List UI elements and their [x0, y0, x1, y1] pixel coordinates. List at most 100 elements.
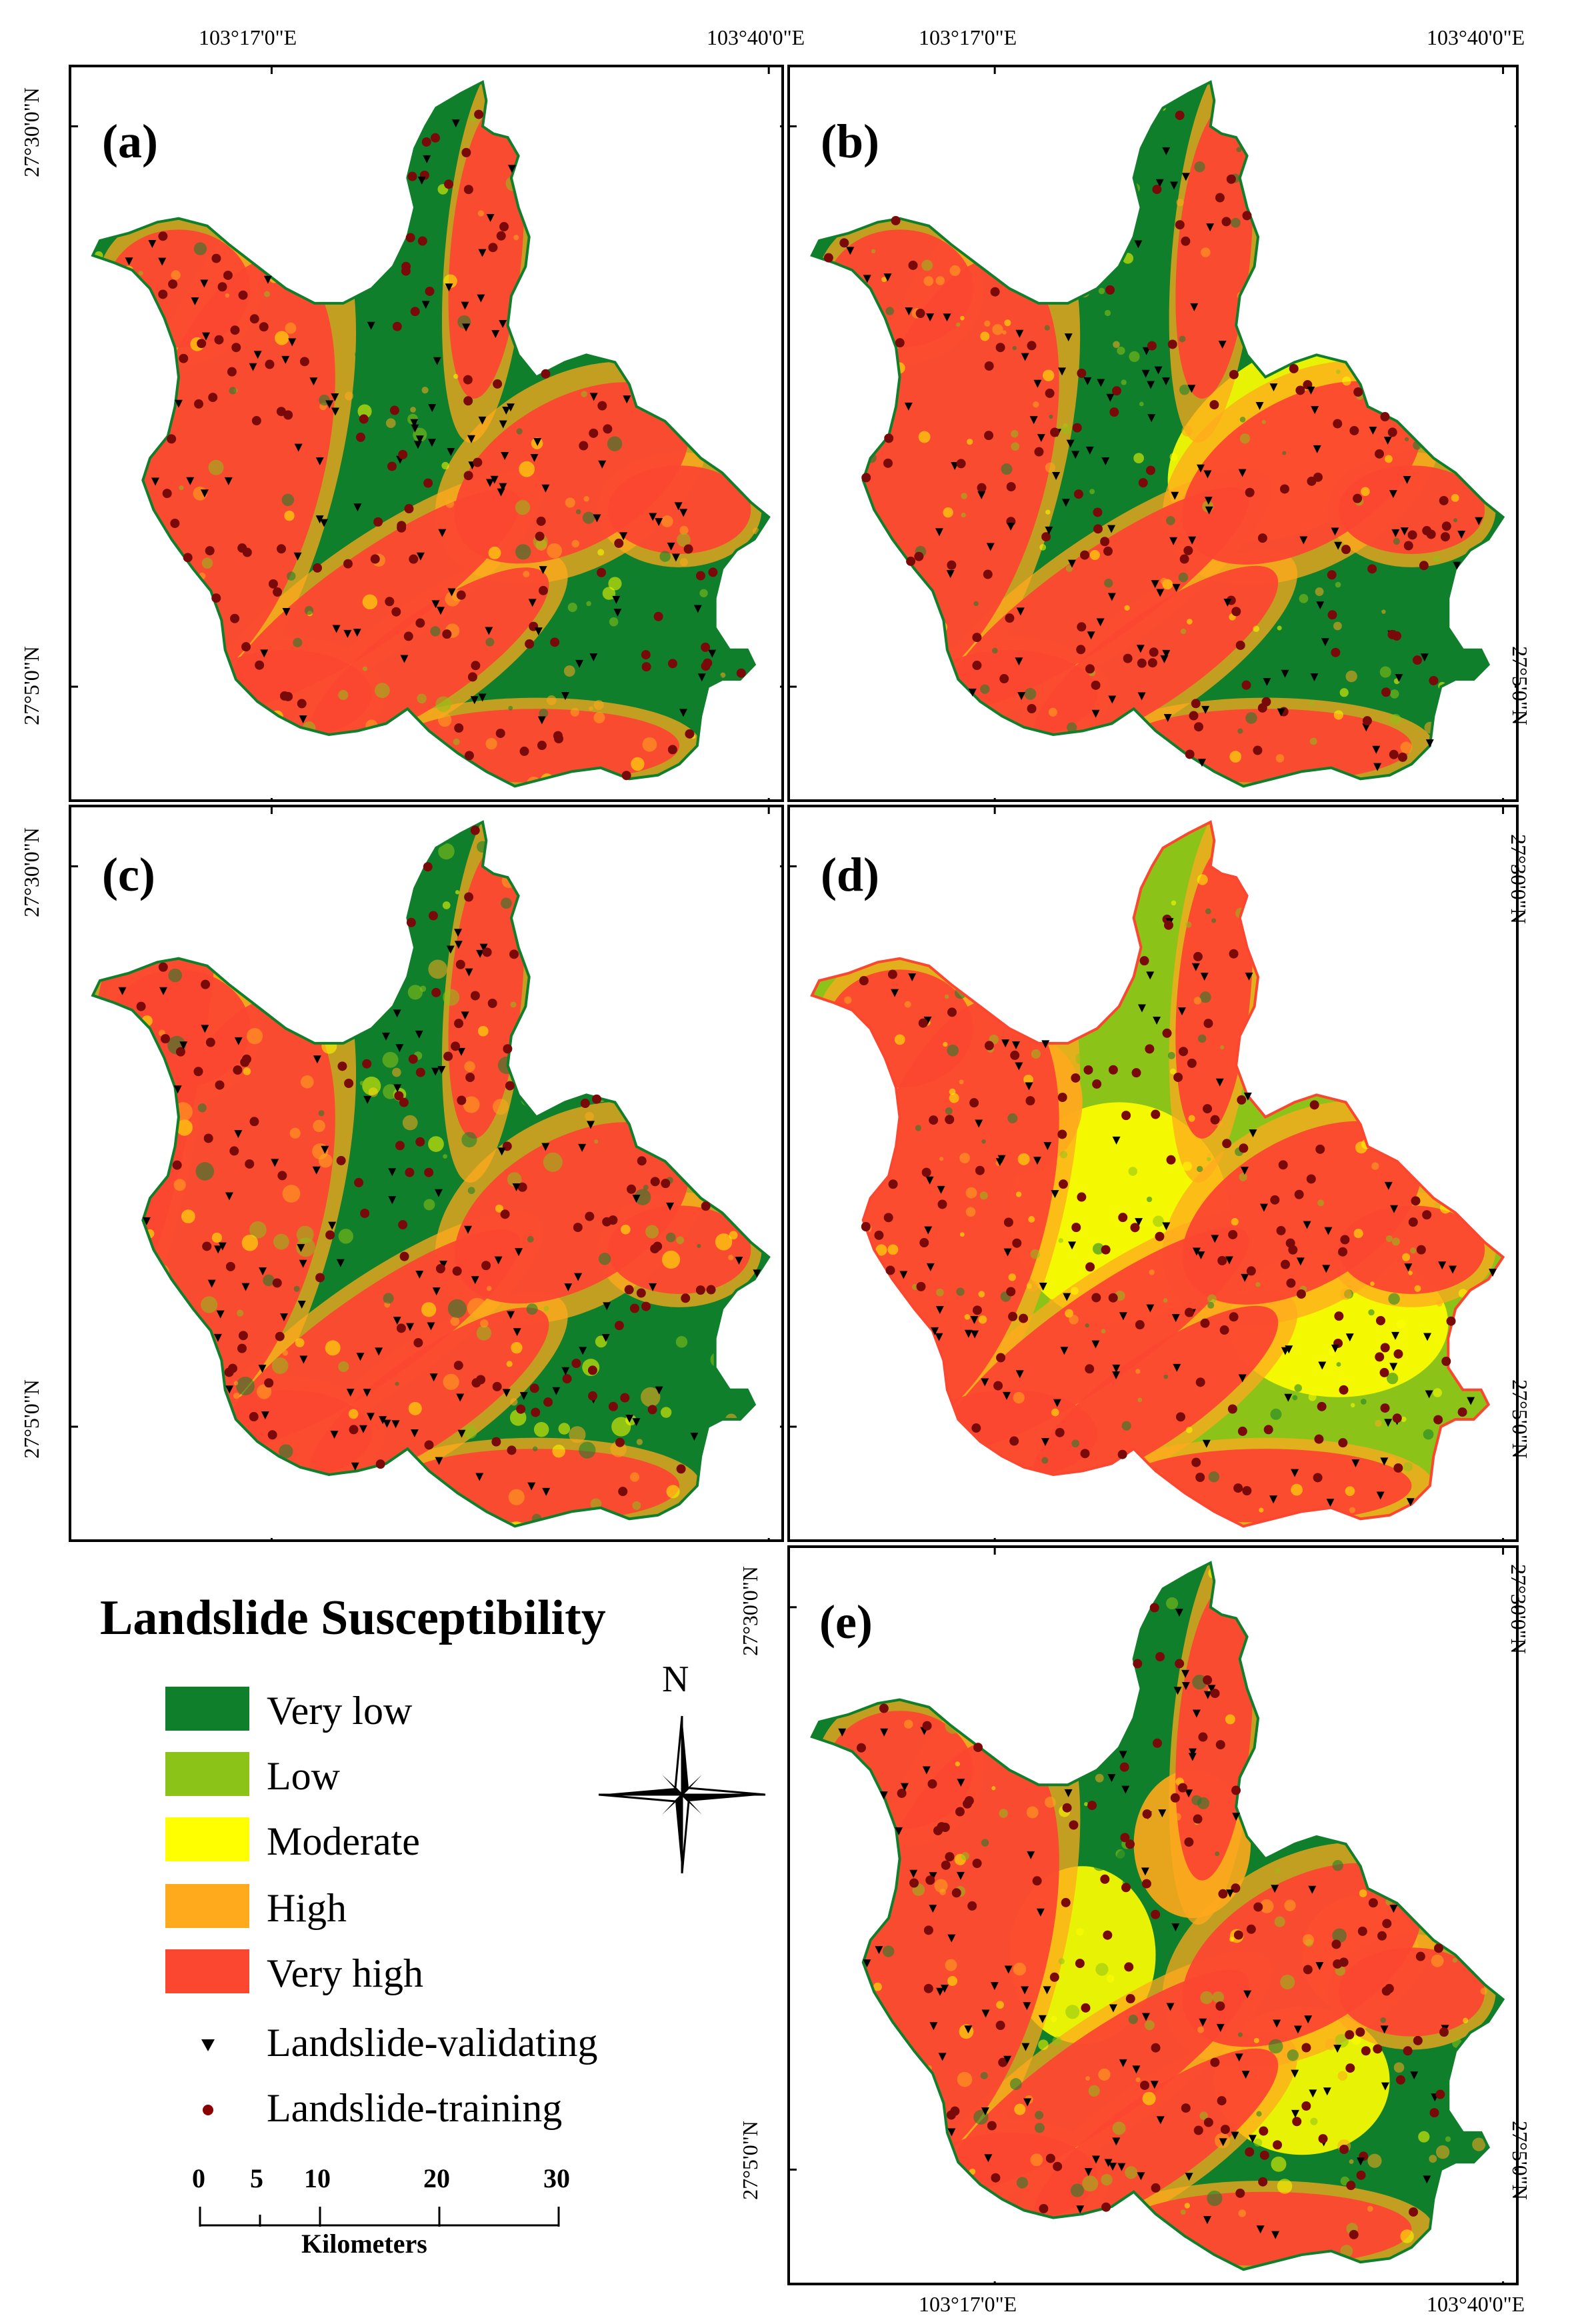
validating-landslide-marker: [1161, 377, 1170, 386]
training-landslide-marker: [883, 1213, 893, 1223]
training-landslide-marker: [1045, 388, 1055, 398]
validating-landslide-marker: [1104, 2159, 1113, 2167]
training-landslide-marker: [951, 1888, 961, 1898]
validating-landslide-marker: [1053, 1399, 1061, 1407]
training-landslide-marker: [587, 1365, 597, 1375]
training-landslide-marker: [467, 672, 477, 682]
training-landslide-marker: [1314, 1434, 1324, 1444]
validating-landslide-marker: [454, 929, 463, 937]
validating-landslide-marker: [1333, 2045, 1342, 2053]
validating-landslide-marker: [1137, 2172, 1145, 2181]
training-landslide-marker: [230, 325, 240, 335]
training-landslide-marker: [227, 1363, 237, 1373]
training-landslide-marker: [415, 618, 425, 628]
training-landslide-marker: [1397, 752, 1407, 762]
training-landslide-marker: [1053, 2161, 1063, 2171]
training-landslide-marker: [1389, 749, 1399, 759]
training-landslide-marker: [1306, 1174, 1316, 1184]
validating-landslide-marker: [1023, 2002, 1031, 2011]
training-landslide-marker: [895, 338, 905, 348]
validating-landslide-marker: [1425, 739, 1434, 748]
validating-landslide-marker: [366, 1413, 375, 1421]
validating-landslide-marker: [506, 1311, 515, 1319]
training-landslide-marker: [313, 563, 323, 573]
validating-landslide-marker: [431, 600, 440, 609]
validating-landslide-marker: [1107, 525, 1116, 533]
validating-landslide-marker: [671, 553, 680, 562]
training-landslide-marker: [444, 179, 454, 189]
validating-landslide-marker: [1231, 2131, 1239, 2140]
training-landslide-marker: [1057, 1129, 1067, 1139]
training-landslide-marker: [1435, 2089, 1445, 2099]
training-landslide-marker: [1346, 2181, 1356, 2191]
validating-landslide-marker: [1235, 2053, 1243, 2062]
training-landslide-marker: [1242, 1486, 1252, 1496]
validating-landslide-marker: [632, 1418, 641, 1427]
validating-landslide-marker: [388, 1168, 397, 1177]
validating-landslide-marker: [909, 1869, 918, 1878]
training-landslide-marker: [1303, 1965, 1313, 1975]
validating-landslide-marker: [1391, 1331, 1400, 1340]
legend-swatch: [165, 1687, 249, 1731]
validating-landslide-marker: [1033, 379, 1042, 388]
training-landslide-marker: [395, 1141, 405, 1151]
longitude-label: 103°17'0"E: [919, 2292, 1017, 2316]
validating-landslide-marker: [1191, 963, 1200, 971]
validating-landslide-marker: [1311, 406, 1319, 415]
validating-landslide-marker: [1052, 471, 1061, 480]
validating-landslide-marker: [356, 1353, 365, 1361]
validating-landslide-marker: [1384, 1181, 1393, 1190]
training-landslide-marker: [1382, 1919, 1392, 1929]
training-landslide-marker: [708, 567, 718, 577]
validating-landslide-marker: [1226, 1889, 1235, 1898]
validating-landslide-marker: [125, 257, 133, 266]
training-landslide-marker: [1027, 703, 1037, 713]
training-landslide-marker: [536, 516, 546, 526]
training-landslide-marker: [215, 1080, 225, 1090]
validating-landslide-marker: [1196, 464, 1205, 473]
validating-landslide-marker: [1351, 1459, 1360, 1468]
validating-landslide-marker: [589, 653, 598, 661]
training-landslide-marker: [1361, 2046, 1371, 2056]
validating-landslide-marker: [1156, 589, 1165, 597]
map-panel-e: (e): [787, 1545, 1519, 2285]
validating-landslide-marker: [1372, 745, 1381, 754]
validating-landslide-marker: [530, 453, 539, 462]
validating-landslide-marker: [1091, 709, 1100, 718]
validating-landslide-marker: [475, 1473, 484, 1481]
legend-label: Very low: [267, 1689, 413, 1733]
scale-tick-label: 10: [304, 2163, 331, 2193]
training-landslide-marker: [990, 287, 1000, 297]
training-landslide-marker: [1166, 1155, 1176, 1165]
training-landslide-marker: [1309, 1100, 1319, 1110]
training-landslide-marker: [823, 253, 833, 263]
validating-landslide-marker: [971, 1330, 979, 1339]
validating-landslide-marker: [478, 249, 487, 257]
training-landslide-marker: [1193, 722, 1203, 732]
validating-landslide-marker: [533, 437, 542, 446]
validating-landslide-marker: [299, 1355, 308, 1364]
training-landslide-marker: [1193, 2125, 1203, 2135]
validating-landslide-marker: [502, 407, 511, 415]
validating-landslide-marker: [1162, 1222, 1171, 1231]
validating-landslide-marker: [1162, 649, 1171, 658]
training-landslide-marker: [1071, 1073, 1081, 1083]
training-landslide-marker: [529, 1383, 539, 1393]
training-landslide-marker: [1077, 622, 1087, 632]
validating-landslide-marker: [975, 1119, 983, 1128]
training-landslide-marker: [1327, 610, 1337, 620]
training-landslide-marker: [464, 892, 474, 902]
validating-landslide-marker: [1175, 1609, 1183, 1617]
training-landslide-marker: [1307, 476, 1317, 486]
training-landslide-marker: [597, 567, 607, 577]
training-landslide-marker: [1257, 533, 1267, 543]
validating-landslide-marker: [1206, 223, 1215, 232]
validating-landslide-marker: [1277, 708, 1285, 717]
training-landslide-marker: [227, 367, 237, 377]
training-landslide-marker: [1189, 711, 1199, 721]
training-landslide-marker: [937, 1822, 947, 1832]
validating-landslide-marker: [936, 1987, 945, 1996]
validating-landslide-marker: [186, 477, 195, 485]
training-landslide-marker: [614, 538, 624, 548]
validating-landslide-marker: [415, 1030, 423, 1039]
